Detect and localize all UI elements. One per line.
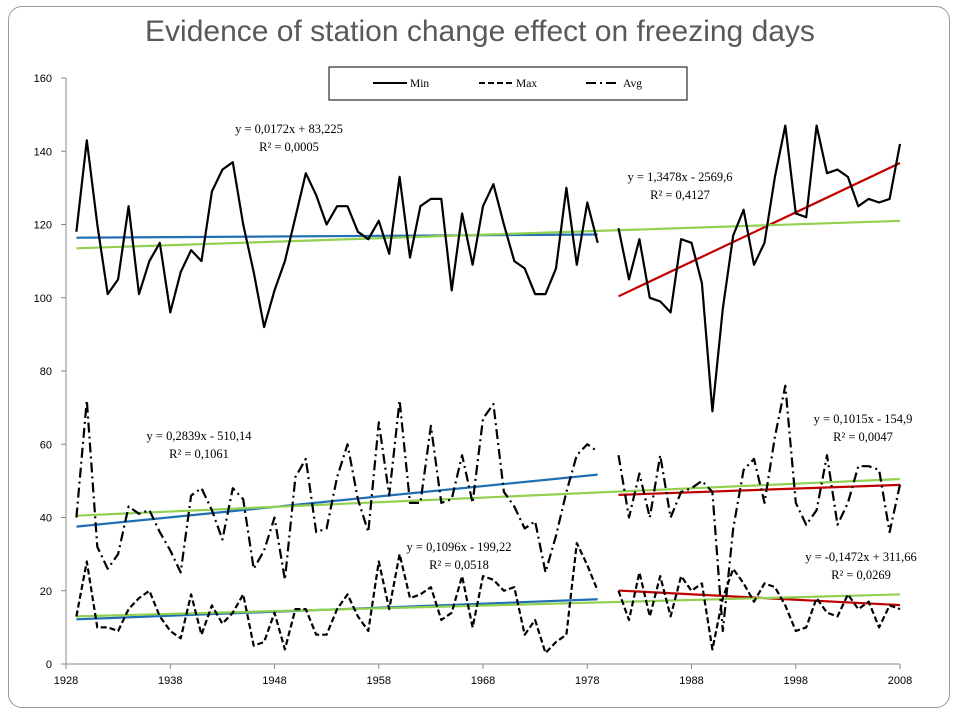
trendline-0 — [76, 233, 598, 239]
series-avg-segment-1 — [617, 384, 902, 633]
slide-frame — [8, 6, 950, 708]
series-lines — [75, 124, 902, 655]
x-tick-label: 1988 — [679, 675, 703, 687]
y-tick-label: 140 — [34, 146, 52, 158]
trend-equation: y = 0,1015x - 154,9 — [814, 412, 913, 426]
y-tick-label: 100 — [34, 293, 52, 305]
trendline-7 — [76, 477, 901, 517]
x-tick-label: 2008 — [888, 675, 912, 687]
chart-legend: Min Max Avg — [328, 66, 688, 101]
series-min-segment-1 — [617, 124, 902, 413]
series-max-segment-1 — [617, 567, 901, 651]
legend-label-avg: Avg — [623, 78, 642, 90]
trend-equations: y = 0,0172x + 83,225 R² = 0,0005 y = 1,347… — [147, 122, 917, 582]
trendline-2 — [76, 473, 598, 528]
trend-r-squared: R² = 0,0518 — [429, 558, 489, 572]
trend-r-squared: R² = 0,1061 — [169, 447, 229, 461]
chart-axes: 0 20 40 60 80 100 120 140 160 1928 1938 1948 1958 196… — [34, 73, 913, 687]
trendline-1 — [618, 162, 901, 298]
x-tick-label: 1968 — [471, 675, 495, 687]
y-tick-label: 160 — [34, 73, 52, 85]
y-tick-label: 80 — [40, 366, 52, 378]
x-tick-label: 1978 — [575, 675, 599, 687]
x-tick-label: 1998 — [784, 675, 808, 687]
trendline-8 — [76, 593, 901, 618]
chart-title: Evidence of station change effect on fre… — [145, 15, 815, 48]
series-min-segment-0 — [75, 139, 599, 329]
x-tick-label: 1948 — [262, 675, 286, 687]
y-tick-label: 0 — [46, 659, 52, 671]
trendline-6 — [76, 219, 901, 250]
trend-r-squared: R² = 0,0047 — [833, 430, 893, 444]
trend-equation: y = 1,3478x - 2569,6 — [628, 170, 733, 184]
x-tick-label: 1938 — [158, 675, 182, 687]
trend-equation: y = 0,0172x + 83,225 — [235, 122, 343, 136]
series-avg-segment-0 — [75, 399, 599, 581]
y-tick-label: 20 — [40, 586, 52, 598]
legend-label-min: Min — [410, 78, 429, 90]
y-tick-label: 120 — [34, 220, 52, 232]
y-tick-label: 40 — [40, 513, 52, 525]
y-tick-label: 60 — [40, 439, 52, 451]
x-tick-label: 1958 — [367, 675, 391, 687]
trend-r-squared: R² = 0,0005 — [259, 140, 319, 154]
legend-label-max: Max — [516, 78, 537, 90]
trend-equation: y = 0,1096x - 199,22 — [407, 540, 512, 554]
trend-equation: y = -0,1472x + 311,66 — [805, 550, 917, 564]
series-max-segment-0 — [75, 541, 599, 655]
trend-equation: y = 0,2839x - 510,14 — [147, 429, 253, 443]
trend-r-squared: R² = 0,0269 — [831, 568, 891, 582]
trend-r-squared: R² = 0,4127 — [650, 188, 710, 202]
x-tick-label: 1928 — [54, 675, 78, 687]
